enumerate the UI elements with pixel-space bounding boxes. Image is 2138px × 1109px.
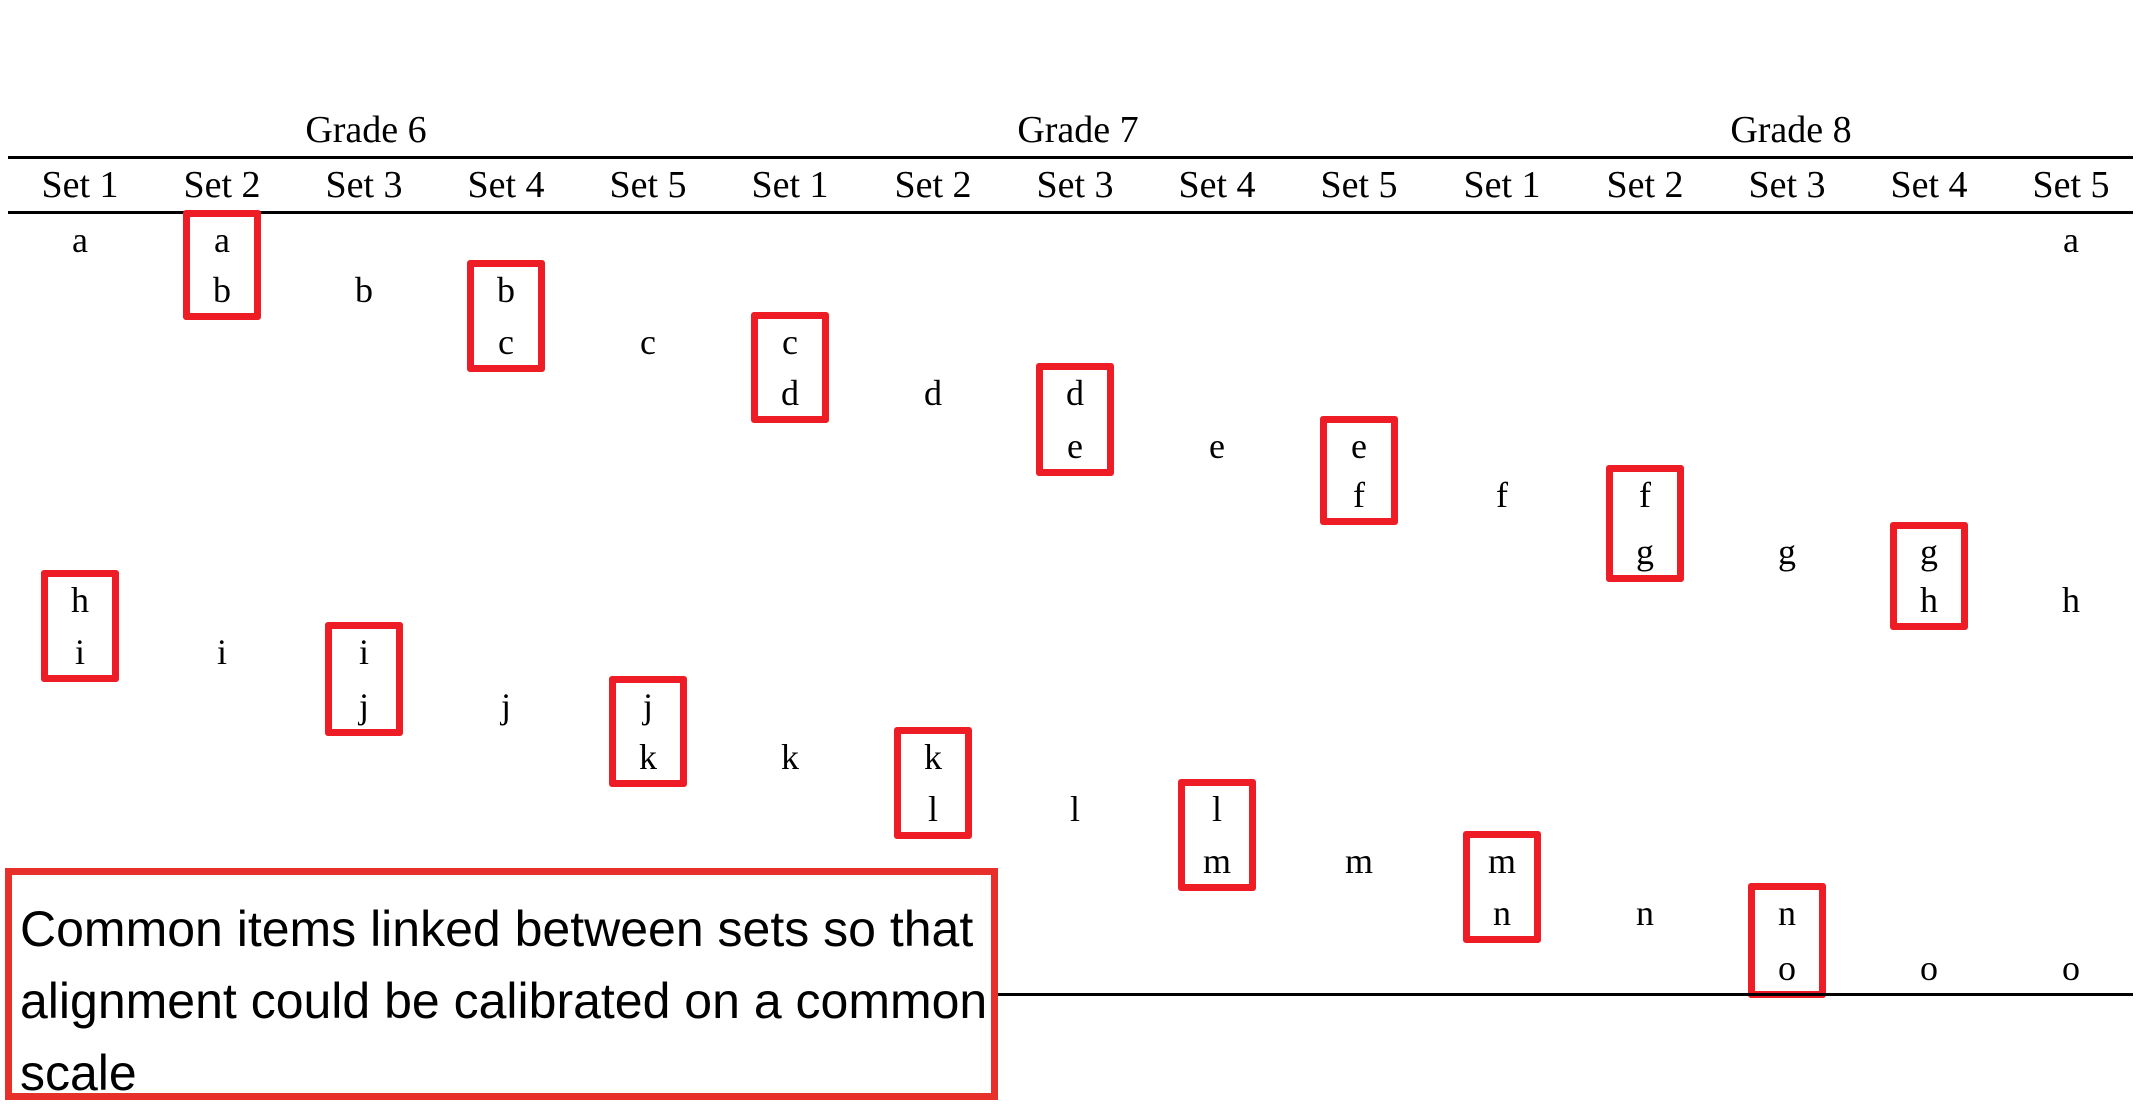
item-f: f: [1639, 475, 1651, 515]
common-item-link-box: [609, 676, 687, 787]
item-m: m: [1202, 841, 1231, 881]
item-i: i: [358, 632, 369, 672]
item-g: g: [1778, 532, 1796, 572]
set-header: Set 4: [1890, 164, 1968, 206]
item-o: o: [2062, 948, 2080, 988]
item-h: h: [2062, 580, 2080, 620]
callout-text: Common items linked between sets so that…: [20, 901, 988, 1101]
common-item-link-box: [467, 260, 545, 372]
header-rule: [8, 211, 2133, 214]
item-l: l: [1069, 789, 1080, 829]
item-k: k: [924, 737, 942, 777]
common-item-link-box: [1890, 522, 1968, 630]
item-n: n: [1493, 893, 1511, 933]
bottom-rule: [998, 993, 2133, 996]
grade-8-header: Grade 8: [1730, 109, 1852, 151]
common-item-link-box: [1320, 416, 1398, 525]
common-item-link-box: [1178, 779, 1256, 891]
item-a: a: [2063, 220, 2079, 260]
item-d: d: [781, 373, 799, 413]
item-e: e: [1351, 426, 1367, 466]
item-c: c: [498, 322, 514, 362]
item-b: b: [213, 270, 231, 310]
common-item-link-box: [1748, 883, 1826, 998]
common-item-link-box: [325, 622, 403, 736]
item-d: d: [924, 373, 942, 413]
callout-box: Common items linked between sets so that…: [5, 868, 998, 1101]
common-item-link-box: [894, 727, 972, 839]
item-j: j: [358, 686, 369, 726]
top-rule: [8, 156, 2133, 159]
item-i: i: [74, 632, 85, 672]
item-h: h: [71, 580, 89, 620]
common-item-link-box: [183, 210, 261, 320]
set-header: Set 5: [1320, 164, 1398, 206]
item-a: a: [214, 220, 230, 260]
item-g: g: [1920, 532, 1938, 572]
item-a: a: [72, 220, 88, 260]
set-header: Set 3: [1748, 164, 1826, 206]
item-k: k: [639, 737, 657, 777]
item-b: b: [355, 270, 373, 310]
item-n: n: [1778, 893, 1796, 933]
item-l: l: [1211, 789, 1222, 829]
item-c: c: [782, 322, 798, 362]
item-o: o: [1778, 948, 1796, 988]
item-d: d: [1066, 373, 1084, 413]
set-header: Set 2: [183, 164, 261, 206]
common-item-link-box: [751, 312, 829, 423]
item-h: h: [1920, 580, 1938, 620]
grade-6-header: Grade 6: [305, 109, 427, 151]
item-e: e: [1209, 426, 1225, 466]
item-g: g: [1636, 532, 1654, 572]
item-l: l: [927, 789, 938, 829]
set-header: Set 2: [1606, 164, 1684, 206]
item-m: m: [1344, 841, 1373, 881]
set-header: Set 4: [1178, 164, 1256, 206]
item-m: m: [1487, 841, 1516, 881]
common-item-link-box: [41, 570, 119, 682]
set-header: Set 4: [467, 164, 545, 206]
item-k: k: [781, 737, 799, 777]
set-header: Set 1: [1463, 164, 1541, 206]
item-b: b: [497, 270, 515, 310]
item-f: f: [1496, 475, 1508, 515]
item-j: j: [642, 686, 653, 726]
set-header: Set 5: [2032, 164, 2110, 206]
item-i: i: [216, 632, 227, 672]
grade-7-header: Grade 7: [1017, 109, 1139, 151]
set-header: Set 3: [1036, 164, 1114, 206]
set-header: Set 1: [751, 164, 829, 206]
item-o: o: [1920, 948, 1938, 988]
item-c: c: [640, 322, 656, 362]
item-e: e: [1067, 426, 1083, 466]
common-item-link-box: [1036, 363, 1114, 476]
set-header: Set 2: [894, 164, 972, 206]
item-j: j: [500, 686, 511, 726]
item-n: n: [1636, 893, 1654, 933]
set-header: Set 3: [325, 164, 403, 206]
item-f: f: [1353, 475, 1365, 515]
set-header: Set 1: [41, 164, 119, 206]
common-item-link-box: [1463, 831, 1541, 943]
common-item-link-box: [1606, 465, 1684, 582]
set-header: Set 5: [609, 164, 687, 206]
